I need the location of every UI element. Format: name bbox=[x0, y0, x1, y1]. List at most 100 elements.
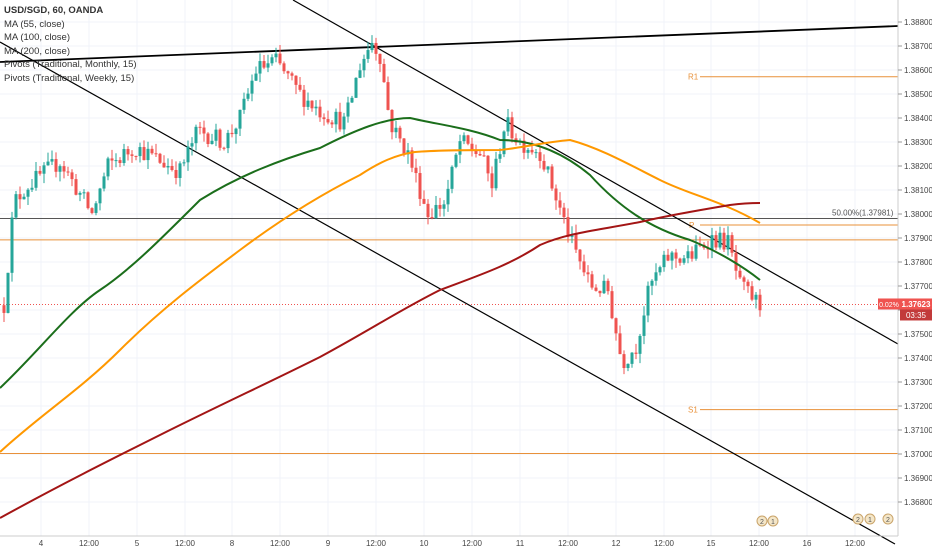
candle-body bbox=[326, 119, 330, 123]
candle-body bbox=[298, 84, 302, 90]
change-badge bbox=[878, 298, 900, 310]
y-tick-label: 1.37800 bbox=[904, 258, 932, 267]
y-tick-label: 1.37400 bbox=[904, 354, 932, 363]
pivot-p-label: P bbox=[689, 221, 694, 230]
candle-body bbox=[106, 158, 110, 177]
legend-pivots-monthly[interactable]: Pivots (Traditional, Monthly, 15) bbox=[4, 59, 137, 70]
ma55-line bbox=[0, 116, 761, 389]
candle-body bbox=[86, 192, 90, 209]
candle-body bbox=[22, 196, 26, 200]
candle-body bbox=[14, 194, 18, 218]
candle-body bbox=[306, 100, 310, 107]
candle-body bbox=[182, 162, 186, 164]
event-marker-label: 2 bbox=[886, 517, 890, 524]
pivot-r1-label: R1 bbox=[688, 73, 699, 82]
y-tick-label: 1.36800 bbox=[904, 498, 932, 507]
candle-body bbox=[142, 147, 146, 161]
candle-body bbox=[370, 42, 374, 51]
candle-body bbox=[614, 318, 618, 334]
candle-body bbox=[586, 272, 590, 275]
candle-body bbox=[158, 153, 162, 163]
candle-body bbox=[250, 80, 254, 94]
event-marker bbox=[864, 513, 876, 525]
legend-ma100[interactable]: MA (100, close) bbox=[4, 32, 70, 43]
candle-body bbox=[266, 63, 270, 68]
candle-body bbox=[42, 165, 46, 174]
time-axis[interactable]: 4 12:00 5 12:00 8 12:00 9 12:00 10 12:00 11 12:00 12… bbox=[0, 535, 898, 548]
candle-body bbox=[434, 204, 438, 219]
candle-body bbox=[146, 148, 150, 161]
candle-body bbox=[542, 160, 546, 170]
candle-body bbox=[294, 75, 298, 85]
candle-body bbox=[494, 158, 498, 189]
candle-body bbox=[218, 129, 222, 148]
legend-ma55[interactable]: MA (55, close) bbox=[4, 18, 65, 30]
candle-body bbox=[230, 132, 234, 135]
candle-body bbox=[646, 285, 650, 316]
price-axis[interactable]: 1.36800 1.36900 1.37000 1.37100 1.37200 1.373… bbox=[897, 0, 932, 536]
x-tick-label: 12:00 bbox=[654, 539, 675, 548]
candle-body bbox=[474, 150, 478, 154]
candle-body bbox=[670, 252, 674, 261]
x-tick-label: 12:00 bbox=[845, 539, 866, 548]
x-tick-label: 4 bbox=[39, 539, 44, 548]
candle-body bbox=[150, 148, 154, 154]
candle-body bbox=[402, 138, 406, 155]
pivot-s1-label: S1 bbox=[688, 406, 698, 415]
candle-body bbox=[62, 166, 66, 172]
candle-body bbox=[714, 235, 718, 248]
event-marker-label: 1 bbox=[868, 517, 872, 524]
candle-body bbox=[98, 188, 102, 204]
candle-body bbox=[482, 155, 486, 157]
legend-symbol[interactable]: USD/SGD, 60, OANDA bbox=[4, 5, 104, 16]
event-marker bbox=[767, 515, 779, 527]
y-tick-label: 1.38100 bbox=[904, 186, 932, 195]
candle-body bbox=[558, 200, 562, 208]
candle-body bbox=[234, 128, 238, 135]
candle-body bbox=[530, 149, 534, 153]
candle-body bbox=[366, 50, 370, 59]
y-tick-label: 1.37000 bbox=[904, 450, 932, 459]
candle-body bbox=[198, 126, 202, 128]
y-tick-label: 1.37200 bbox=[904, 402, 932, 411]
candle-body bbox=[262, 61, 266, 68]
candle-body bbox=[210, 140, 214, 144]
candle-body bbox=[610, 291, 614, 319]
ma200-line bbox=[0, 202, 761, 519]
candle-body bbox=[358, 70, 362, 78]
candle-body bbox=[302, 89, 306, 107]
y-tick-label: 1.37100 bbox=[904, 426, 932, 435]
x-tick-label: 8 bbox=[230, 539, 235, 548]
event-marker-label: 2 bbox=[856, 517, 860, 524]
candle-body bbox=[470, 143, 474, 151]
y-tick-label: 1.38400 bbox=[904, 114, 932, 123]
candle-body bbox=[130, 154, 134, 156]
candle-body bbox=[642, 315, 646, 336]
channel-upper-line bbox=[292, 0, 899, 345]
candle-body bbox=[742, 277, 746, 282]
y-tick-label: 1.37500 bbox=[904, 330, 932, 339]
candle-body bbox=[174, 169, 178, 178]
candle-body bbox=[450, 166, 454, 189]
candle-body bbox=[618, 333, 622, 355]
candle-body bbox=[594, 287, 598, 291]
candle-body bbox=[374, 42, 378, 54]
candle-body bbox=[554, 188, 558, 201]
candle-body bbox=[686, 251, 690, 259]
candle-body bbox=[650, 280, 654, 286]
legend-ma200[interactable]: MA (200, close) bbox=[4, 45, 70, 57]
candle-body bbox=[382, 63, 386, 83]
candle-body bbox=[70, 172, 74, 180]
candle-body bbox=[322, 117, 326, 120]
candle-body bbox=[90, 208, 94, 213]
candle-body bbox=[54, 159, 58, 172]
candle-body bbox=[170, 165, 174, 170]
y-tick-label: 1.36900 bbox=[904, 474, 932, 483]
legend-pivots-weekly[interactable]: Pivots (Traditional, Weekly, 15) bbox=[4, 72, 135, 84]
candle-body bbox=[378, 53, 382, 64]
candle-body bbox=[46, 161, 50, 166]
candle-body bbox=[758, 294, 762, 311]
x-tick-label: 9 bbox=[326, 539, 331, 548]
candle-body bbox=[50, 159, 54, 162]
